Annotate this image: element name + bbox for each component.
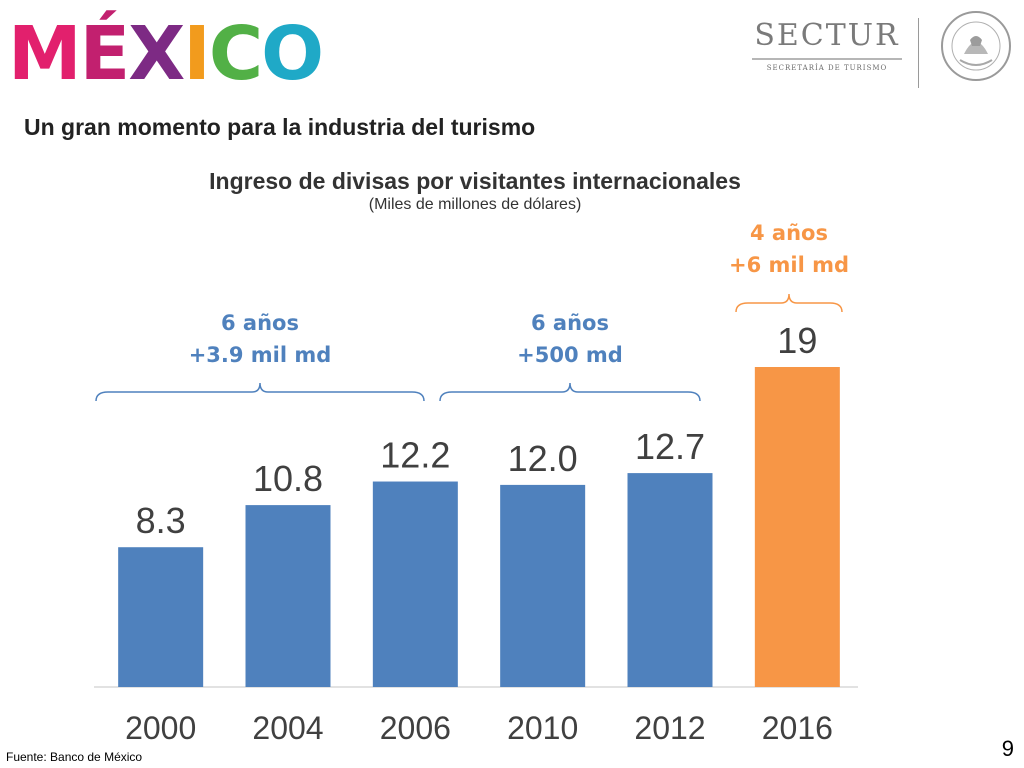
x-tick-label: 2006 <box>380 710 451 746</box>
annotation-period: 6 años <box>221 311 299 335</box>
annotation-period: 6 años <box>531 311 609 335</box>
x-tick-label: 2016 <box>762 710 833 746</box>
bar <box>627 473 713 687</box>
bar <box>245 505 331 687</box>
logo-letter: X <box>128 11 185 97</box>
chart-subtitle: (Miles de millones de dólares) <box>368 196 582 213</box>
bar <box>118 547 204 687</box>
agency-subtitle: SECRETARÍA DE TURISMO <box>766 64 888 72</box>
annotation-period: 4 años <box>750 221 828 245</box>
bar <box>500 484 586 687</box>
header-divider <box>918 18 919 88</box>
bar <box>754 367 840 687</box>
annotation-brace <box>95 382 425 402</box>
logo-letter: I <box>183 11 211 97</box>
logo-letter: C <box>208 11 263 97</box>
sectur-logo: SECTUR SECRETARÍA DE TURISMO <box>752 18 902 72</box>
x-tick-label: 2004 <box>252 710 323 746</box>
x-tick-label: 2000 <box>125 710 196 746</box>
section-heading: Un gran momento para la industria del tu… <box>24 114 536 140</box>
data-label: 8.3 <box>136 500 186 541</box>
x-tick-label: 2010 <box>507 710 578 746</box>
x-tick-label: 2012 <box>634 710 705 746</box>
logo-letter: É <box>79 11 131 97</box>
national-seal-icon <box>941 11 1011 81</box>
data-label: 12.2 <box>380 435 450 476</box>
annotation-change: +3.9 mil md <box>189 343 332 367</box>
data-label: 10.8 <box>253 458 323 499</box>
bar <box>372 481 458 687</box>
data-label: 12.0 <box>508 438 578 479</box>
chart-title: Ingreso de divisas por visitantes intern… <box>209 168 741 194</box>
data-label: 12.7 <box>635 426 705 467</box>
annotation-change: +6 mil md <box>729 253 849 277</box>
annotation-brace <box>735 293 843 313</box>
mexico-logo: MÉXICO <box>8 6 324 102</box>
logo-letter: O <box>261 11 324 97</box>
logo-letter: M <box>8 11 82 97</box>
annotation-brace <box>439 382 701 402</box>
agency-name: SECTUR <box>754 18 900 53</box>
page-number: 9 <box>1001 736 1014 761</box>
agency-rule <box>752 58 902 60</box>
data-label: 19 <box>777 320 817 361</box>
annotation-change: +500 md <box>517 343 623 367</box>
source-note: Fuente: Banco de México <box>6 750 143 764</box>
